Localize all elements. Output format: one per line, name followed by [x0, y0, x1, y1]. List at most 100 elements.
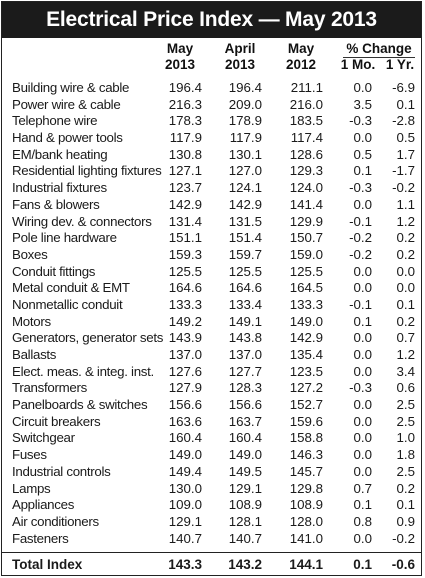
header-may-2013-year: 2013: [164, 57, 196, 72]
table-row: Panelboards & switches 156.6 156.6 152.7 0.0…: [2, 397, 421, 414]
cell-1-year: 3.4: [396, 363, 416, 379]
cell-april-2013: 151.4: [228, 230, 262, 246]
cell-may-2012: 150.7: [289, 230, 323, 246]
table-body: Building wire & cable 196.4 196.4 211.1 0.0-…: [2, 80, 421, 547]
cell-1-month: -0.2: [349, 246, 372, 262]
row-label: Generators, generator sets: [12, 330, 164, 346]
cell-may-2012: 142.9: [289, 330, 323, 346]
cell-may-2012: 128.0: [289, 513, 323, 529]
cell-1-year: -0.2: [392, 180, 415, 196]
row-label: Conduit fittings: [12, 263, 96, 279]
cell-1-month: 0.0: [353, 530, 373, 546]
table-row: Generators, generator sets 143.9 143.8 142.…: [2, 330, 421, 347]
cell-1-month: 0.1: [353, 313, 373, 329]
row-label: Fasteners: [12, 530, 69, 546]
cell-may-2012: 211.1: [290, 80, 323, 95]
cell-1-year: 0.2: [396, 230, 416, 246]
cell-april-2013: 127.0: [228, 163, 262, 179]
total-april-2013: 143.2: [228, 557, 262, 572]
cell-1-month: 0.0: [353, 347, 373, 362]
header-may-2012: May 2012: [278, 41, 324, 73]
cell-may-2013: 216.3: [168, 96, 202, 112]
cell-1-year: 1.8: [396, 447, 416, 463]
total-1-year: -0.6: [391, 557, 415, 572]
cell-may-2012: 159.6: [289, 413, 323, 429]
cell-may-2013: 149.2: [168, 313, 202, 329]
total-1-month: 0.1: [353, 557, 372, 572]
row-label: EM/bank heating: [12, 146, 108, 162]
cell-1-month: 0.0: [353, 363, 373, 379]
cell-may-2012: 216.0: [289, 96, 323, 112]
cell-1-month: -0.3: [349, 180, 372, 196]
cell-may-2013: 131.4: [168, 213, 202, 229]
cell-1-month: -0.3: [349, 380, 372, 396]
cell-april-2013: 124.1: [228, 180, 262, 196]
row-label: Industrial controls: [12, 463, 111, 479]
cell-1-month: 0.0: [353, 280, 373, 296]
table-row: Ballasts 137.0 137.0 135.4 0.0 1.2: [2, 347, 421, 364]
cell-may-2013: 130.0: [168, 480, 202, 496]
table-row: Industrial fixtures 123.7 124.1 124.0 -0.3 -0…: [2, 180, 421, 197]
row-label: Power wire & cable: [12, 96, 121, 112]
cell-april-2013: 127.7: [228, 363, 262, 379]
cell-april-2013: 163.7: [228, 413, 262, 429]
cell-may-2012: 135.4: [289, 347, 323, 362]
header-pct-change-label: % Change: [346, 41, 412, 56]
cell-1-year: 2.5: [396, 413, 416, 429]
cell-may-2012: 129.8: [289, 480, 323, 496]
table-row: Telephone wire 178.3 178.9 183.5 -0.3 -2.8: [2, 113, 421, 130]
total-label: Total Index: [12, 557, 83, 572]
cell-may-2013: 149.4: [168, 463, 202, 479]
cell-april-2013: 209.0: [228, 96, 262, 112]
cell-may-2013: 143.9: [168, 330, 202, 346]
table-row: Circuit breakers 163.6 163.7 159.6 0.0 2.5: [2, 414, 421, 431]
cell-may-2013: 142.9: [168, 196, 202, 212]
cell-1-month: 0.0: [353, 463, 373, 479]
cell-1-year: -2.8: [392, 113, 415, 129]
cell-april-2013: 178.9: [228, 113, 262, 129]
cell-may-2012: 141.0: [289, 530, 323, 546]
row-label: Telephone wire: [12, 113, 98, 129]
total-may-2012: 144.1: [289, 557, 323, 572]
row-label: Wiring dev. & connectors: [12, 213, 152, 229]
table-row: Air conditioners 129.1 128.1 128.0 0.8 0.9: [2, 514, 421, 531]
cell-april-2013: 160.4: [228, 430, 262, 446]
cell-1-month: 0.0: [353, 413, 373, 429]
cell-1-month: 0.8: [353, 513, 373, 529]
cell-may-2013: 140.7: [168, 530, 202, 546]
cell-1-year: 0.0: [396, 280, 416, 296]
header-april-2013-year: 2013: [224, 57, 256, 72]
table-row: Fasteners 140.7 140.7 141.0 0.0 -0.2: [2, 531, 421, 548]
cell-april-2013: 117.9: [229, 130, 262, 146]
row-label: Nonmetallic conduit: [12, 296, 123, 312]
row-label: Residential lighting fixtures: [12, 163, 162, 179]
cell-april-2013: 129.1: [228, 480, 262, 496]
cell-april-2013: 149.1: [228, 313, 262, 329]
cell-may-2012: 164.5: [289, 280, 323, 296]
header-pct-change: % Change: [340, 41, 418, 57]
cell-may-2013: 117.9: [169, 130, 202, 146]
pct-change-underline: [343, 57, 415, 58]
cell-may-2013: 133.3: [168, 296, 202, 312]
row-label: Switchgear: [12, 430, 75, 446]
cell-april-2013: 133.4: [228, 296, 262, 312]
row-label: Building wire & cable: [12, 80, 130, 95]
table-row: Boxes 159.3 159.7 159.0 -0.2 0.2: [2, 247, 421, 264]
table-row: Industrial controls 149.4 149.5 145.7 0.0 2.5: [2, 464, 421, 481]
cell-may-2013: 163.6: [168, 413, 202, 429]
cell-1-month: 0.0: [353, 397, 373, 413]
table-row: Building wire & cable 196.4 196.4 211.1 0.0 -…: [2, 80, 421, 97]
table-row: Lamps 130.0 129.1 129.8 0.7 0.2: [2, 481, 421, 498]
cell-1-year: -6.9: [392, 80, 415, 95]
total-row: Total Index 143.3 143.2 144.1 0.1 -0.6: [2, 552, 421, 577]
row-label: Hand & power tools: [12, 130, 123, 146]
total-may-2013: 143.3: [168, 557, 202, 572]
table-row: Elect. meas. & integ. inst. 127.6 127.7 123…: [2, 364, 421, 381]
cell-may-2012: 125.5: [289, 263, 323, 279]
cell-april-2013: 156.6: [228, 397, 262, 413]
cell-1-year: 0.1: [396, 296, 416, 312]
cell-april-2013: 128.3: [228, 380, 262, 396]
cell-may-2012: 158.8: [289, 430, 323, 446]
cell-may-2012: 183.5: [289, 113, 323, 129]
cell-1-year: 1.1: [396, 196, 416, 212]
